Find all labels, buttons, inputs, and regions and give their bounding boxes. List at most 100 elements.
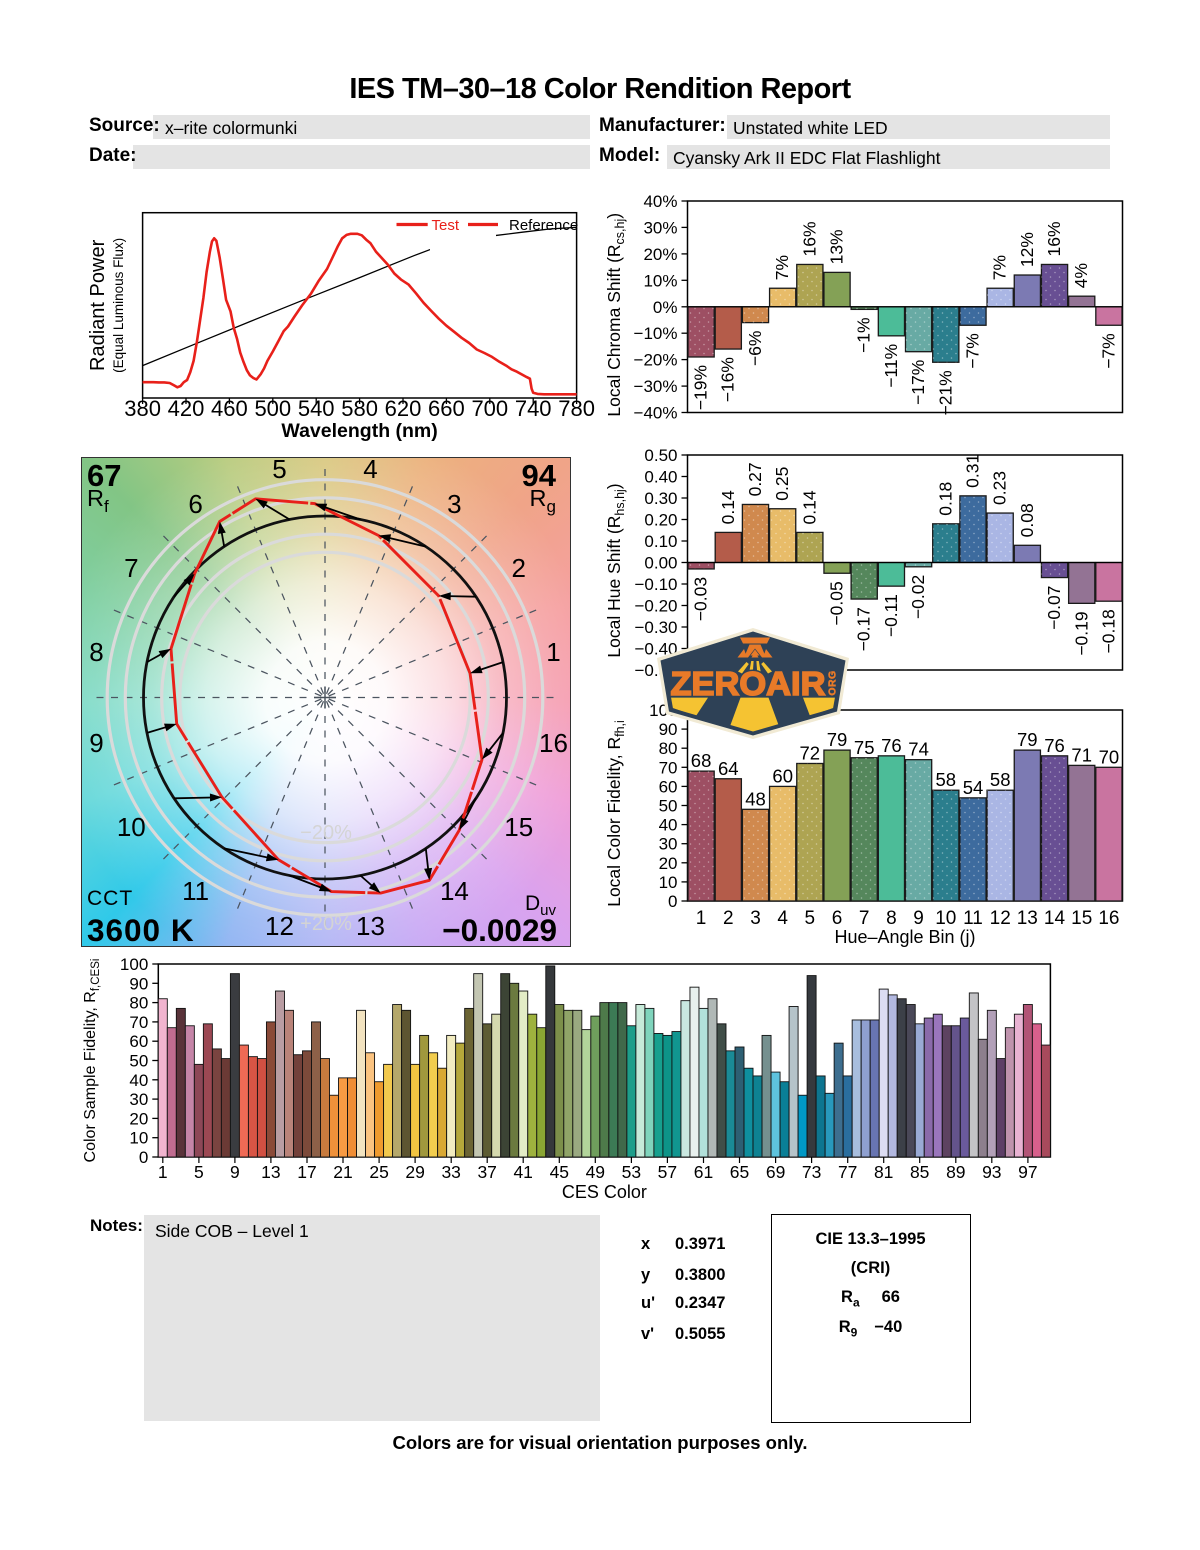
svg-text:CES Color: CES Color xyxy=(562,1182,647,1202)
svg-text:16: 16 xyxy=(539,728,568,758)
svg-text:ZEROAIR: ZEROAIR xyxy=(671,665,826,702)
svg-text:9: 9 xyxy=(89,728,103,758)
svg-text:Rf: Rf xyxy=(87,485,109,516)
svg-text:Local Color Fidelity, Rfh,i: Local Color Fidelity, Rfh,i xyxy=(604,720,627,907)
svg-text:−11%: −11% xyxy=(881,344,901,388)
svg-text:0: 0 xyxy=(668,892,677,911)
svg-text:0.50: 0.50 xyxy=(644,446,677,465)
svg-text:16%: 16% xyxy=(799,221,819,256)
svg-text:620: 620 xyxy=(385,396,422,421)
svg-text:580: 580 xyxy=(341,396,378,421)
svg-text:−16%: −16% xyxy=(718,357,738,402)
svg-text:780: 780 xyxy=(558,396,595,421)
svg-text:5: 5 xyxy=(272,454,286,484)
svg-text:30: 30 xyxy=(129,1090,148,1109)
svg-text:10: 10 xyxy=(935,908,956,929)
svg-text:500: 500 xyxy=(254,396,291,421)
svg-text:660: 660 xyxy=(428,396,465,421)
svg-text:7%: 7% xyxy=(990,255,1010,280)
svg-text:8: 8 xyxy=(886,908,897,929)
svg-text:69: 69 xyxy=(766,1162,785,1182)
svg-text:13: 13 xyxy=(261,1162,280,1182)
svg-text:10: 10 xyxy=(117,812,146,842)
svg-text:74: 74 xyxy=(908,739,929,760)
svg-text:4: 4 xyxy=(363,454,377,484)
svg-text:80: 80 xyxy=(659,739,678,758)
svg-text:−19%: −19% xyxy=(691,365,711,410)
svg-text:75: 75 xyxy=(854,737,875,758)
svg-text:70: 70 xyxy=(1099,746,1120,767)
svg-text:0.20: 0.20 xyxy=(644,511,677,530)
svg-text:67: 67 xyxy=(87,458,121,493)
svg-text:90: 90 xyxy=(659,720,678,739)
svg-text:50: 50 xyxy=(659,797,678,816)
svg-text:13%: 13% xyxy=(827,229,847,264)
svg-text:420: 420 xyxy=(168,396,205,421)
svg-text:Test: Test xyxy=(432,217,460,234)
svg-text:−20%: −20% xyxy=(634,351,678,370)
svg-text:1: 1 xyxy=(158,1162,168,1182)
svg-text:3600 K: 3600 K xyxy=(87,912,195,948)
svg-text:+20%: +20% xyxy=(300,913,352,935)
svg-text:12: 12 xyxy=(265,911,294,941)
svg-text:25: 25 xyxy=(369,1162,388,1182)
svg-text:−0.0029: −0.0029 xyxy=(442,912,557,948)
svg-text:57: 57 xyxy=(658,1162,677,1182)
svg-text:90: 90 xyxy=(129,974,148,993)
svg-text:37: 37 xyxy=(477,1162,496,1182)
svg-text:21: 21 xyxy=(333,1162,352,1182)
svg-text:Local Hue Shift (Rhs,hj): Local Hue Shift (Rhs,hj) xyxy=(604,483,627,657)
svg-text:11: 11 xyxy=(963,908,983,929)
svg-text:5: 5 xyxy=(194,1162,204,1182)
svg-text:97: 97 xyxy=(1018,1162,1037,1182)
svg-text:80: 80 xyxy=(129,994,148,1013)
svg-text:−0.17: −0.17 xyxy=(854,607,874,651)
svg-text:10: 10 xyxy=(129,1129,148,1148)
svg-text:0: 0 xyxy=(139,1148,148,1167)
svg-text:49: 49 xyxy=(586,1162,605,1182)
svg-text:20: 20 xyxy=(659,854,678,873)
svg-text:30: 30 xyxy=(659,835,678,854)
svg-text:16%: 16% xyxy=(1044,221,1064,256)
svg-text:0.27: 0.27 xyxy=(745,462,765,496)
svg-text:50: 50 xyxy=(129,1052,148,1071)
svg-text:−17%: −17% xyxy=(908,360,928,405)
svg-text:−0.40: −0.40 xyxy=(634,640,677,659)
svg-text:79: 79 xyxy=(1017,729,1038,750)
svg-text:9: 9 xyxy=(913,908,924,929)
svg-text:15: 15 xyxy=(504,812,533,842)
svg-text:100: 100 xyxy=(120,955,148,974)
svg-text:72: 72 xyxy=(800,743,821,764)
svg-text:54: 54 xyxy=(963,777,984,798)
svg-text:4%: 4% xyxy=(1071,263,1091,288)
svg-text:−20%: −20% xyxy=(300,822,352,844)
svg-text:73: 73 xyxy=(802,1162,821,1182)
svg-text:−6%: −6% xyxy=(745,331,765,367)
svg-text:0.14: 0.14 xyxy=(718,490,738,524)
svg-text:ORG: ORG xyxy=(827,670,839,695)
svg-text:−0.18: −0.18 xyxy=(1098,609,1118,653)
svg-text:10: 10 xyxy=(659,873,678,892)
svg-text:30%: 30% xyxy=(643,218,677,237)
svg-text:68: 68 xyxy=(691,750,712,771)
svg-text:−1%: −1% xyxy=(854,317,874,353)
svg-text:70: 70 xyxy=(659,758,678,777)
svg-text:0.23: 0.23 xyxy=(990,471,1010,505)
svg-text:14: 14 xyxy=(1044,908,1066,929)
svg-text:−0.30: −0.30 xyxy=(634,618,677,637)
svg-text:0.31: 0.31 xyxy=(963,454,983,488)
svg-text:0.14: 0.14 xyxy=(799,490,819,524)
svg-text:1: 1 xyxy=(546,637,560,667)
svg-text:10%: 10% xyxy=(643,271,677,290)
svg-text:0.18: 0.18 xyxy=(935,482,955,516)
svg-text:93: 93 xyxy=(982,1162,1001,1182)
svg-text:−10%: −10% xyxy=(634,324,678,343)
svg-text:CCT: CCT xyxy=(87,887,133,910)
svg-text:−0.19: −0.19 xyxy=(1071,611,1091,655)
svg-text:Reference: Reference xyxy=(509,217,578,234)
svg-text:11: 11 xyxy=(182,876,209,906)
svg-text:20: 20 xyxy=(129,1109,148,1128)
svg-text:−0.05: −0.05 xyxy=(826,581,846,625)
svg-text:3: 3 xyxy=(750,908,761,929)
svg-text:17: 17 xyxy=(297,1162,316,1182)
